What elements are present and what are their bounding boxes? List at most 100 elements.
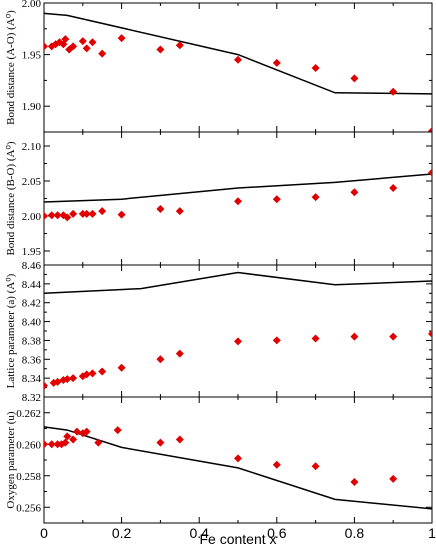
y-tick-label: 8.40	[22, 317, 42, 329]
data-point	[311, 334, 320, 343]
series-line	[44, 271, 432, 295]
data-point	[311, 462, 320, 471]
data-point	[44, 212, 48, 220]
data-point	[82, 44, 91, 53]
x-tick-label: 0	[40, 525, 48, 541]
data-point	[63, 375, 72, 384]
data-point	[311, 193, 320, 202]
panel-frame	[43, 2, 433, 133]
data-point	[389, 184, 398, 192]
data-point	[44, 42, 48, 51]
data-point	[175, 349, 184, 358]
data-point	[350, 332, 359, 341]
data-point	[44, 381, 48, 390]
data-point	[61, 35, 70, 44]
data-point	[82, 370, 91, 379]
y-tick-label: 2.05	[22, 176, 42, 188]
y-tick-label: 2.00	[22, 0, 42, 10]
panel-3: 8.32 8.34 8.36 8.38 8.40 8.42 8.44 8.46 Lattice …	[5, 260, 433, 404]
data-point	[350, 74, 359, 83]
series-line	[44, 173, 432, 203]
data-point	[175, 41, 184, 50]
data-point	[175, 435, 184, 444]
panel-1: 1.90 1.95 2.00 Bond distance (A-O) (A⁰)	[5, 0, 433, 133]
data-point	[272, 195, 281, 204]
y-tick-label: 8.36	[22, 354, 42, 366]
y-tick-label: 8.44	[22, 279, 42, 291]
x-tick-label: 0.8	[345, 525, 365, 541]
data-point	[98, 49, 107, 58]
panel-frame	[43, 264, 433, 398]
data-point	[156, 438, 165, 447]
panel-2: 1.95 2.00 2.05 2.10 Bond distance (B-O) (A⁰)	[5, 131, 433, 266]
y-tick-label: 8.42	[22, 298, 41, 310]
data-point	[117, 210, 126, 219]
data-point	[234, 454, 242, 463]
data-point	[53, 211, 62, 220]
data-point	[234, 55, 242, 64]
data-point	[98, 367, 107, 376]
data-point	[44, 440, 48, 449]
y-axis-label: Bond distance (B-O) (A⁰)	[5, 141, 17, 255]
y-axis-label: Bond distance (A-O) (A⁰)	[5, 10, 17, 125]
data-point	[428, 168, 432, 177]
data-point	[389, 87, 398, 96]
data-point	[156, 205, 165, 213]
y-tick-label: 2.00	[22, 211, 42, 223]
y-tick-label: 1.95	[22, 246, 42, 258]
data-point	[113, 426, 122, 435]
data-point	[72, 427, 81, 436]
y-tick-label: 2.10	[22, 141, 42, 153]
data-point	[311, 64, 320, 73]
y-tick-label: 0.262	[16, 408, 41, 420]
data-point	[78, 37, 87, 46]
data-point	[69, 42, 78, 51]
data-point	[88, 369, 97, 378]
y-tick-label: 8.34	[22, 373, 42, 385]
data-point	[117, 363, 126, 372]
x-tick-label: 0.4	[189, 525, 209, 541]
data-point	[63, 432, 72, 441]
data-point	[389, 332, 398, 341]
y-tick-label: 8.46	[22, 260, 42, 272]
x-axis-label: Fe content x	[199, 531, 276, 545]
data-point	[98, 207, 107, 216]
y-tick-label: 1.95	[22, 50, 42, 62]
data-point	[272, 58, 281, 67]
data-point	[94, 438, 103, 447]
data-point	[350, 188, 359, 197]
data-point	[428, 329, 432, 338]
y-tick-label: 8.38	[22, 335, 42, 347]
data-point	[82, 427, 91, 436]
data-point	[69, 435, 78, 444]
x-tick-label: 1	[428, 525, 436, 541]
data-point	[117, 34, 126, 43]
data-point	[272, 460, 281, 469]
data-point	[234, 197, 242, 206]
data-point	[88, 209, 97, 218]
data-point	[69, 374, 78, 383]
series-line	[44, 12, 432, 95]
data-point	[234, 337, 242, 346]
data-point	[47, 440, 56, 449]
data-point	[63, 213, 72, 222]
y-tick-label: 8.32	[22, 392, 41, 404]
series-line	[44, 426, 432, 510]
data-point	[69, 209, 78, 218]
x-tick-label: 0.6	[267, 525, 287, 541]
x-tick-label: 0.2	[112, 525, 132, 541]
y-axis-label: Lattice parameter (a) (A⁰)	[5, 273, 17, 388]
data-point	[61, 438, 70, 447]
y-tick-label: 1.90	[22, 101, 42, 113]
data-point	[350, 478, 359, 487]
data-point	[175, 207, 184, 216]
data-point	[82, 209, 91, 218]
data-point	[389, 474, 398, 483]
y-tick-label: 0.256	[16, 502, 41, 514]
data-point	[88, 38, 97, 47]
y-tick-label: 0.260	[16, 439, 41, 451]
x-axis: 0 0.2 0.4 0.6 0.8 1	[40, 525, 436, 541]
data-point	[47, 211, 56, 220]
